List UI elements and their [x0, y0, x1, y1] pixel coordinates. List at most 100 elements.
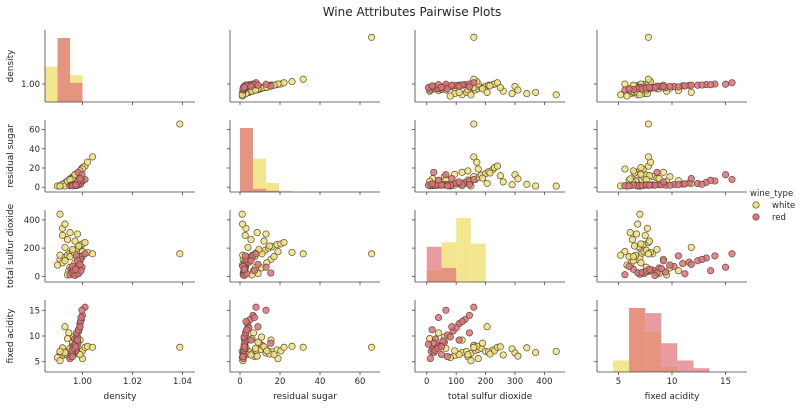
point-white [434, 329, 443, 337]
point-white [659, 168, 667, 176]
point-red [240, 83, 248, 91]
x-tick-label: 60 [355, 377, 366, 387]
point-white [260, 237, 268, 245]
hist-bar-white [279, 190, 292, 192]
x-tick-label: 10 [667, 377, 678, 387]
point-red [659, 82, 667, 90]
point-white [636, 91, 644, 99]
point-white [636, 210, 644, 218]
x-tick-label: 1.04 [173, 377, 192, 387]
point-white [483, 88, 491, 96]
point-white [552, 182, 560, 190]
point-white [176, 250, 184, 258]
point-white [552, 347, 560, 355]
point-white [634, 220, 642, 228]
panel-1-1 [227, 120, 380, 195]
panel-0-1 [227, 30, 380, 105]
point-red [443, 182, 451, 190]
point-red [437, 350, 446, 359]
y-tick-label: 20 [29, 164, 40, 174]
y-tick-label: 0 [35, 272, 40, 282]
x-tick-label: 15 [720, 377, 731, 387]
x-tick-label: 1.00 [73, 377, 92, 387]
x-tick-label: 200 [477, 377, 493, 387]
point-red [674, 181, 682, 189]
point-red [707, 176, 715, 184]
point-red [681, 270, 689, 278]
point-white [474, 355, 482, 363]
y-tick-label: 200 [24, 244, 40, 254]
point-red [728, 175, 736, 184]
point-white [496, 84, 504, 92]
point-red [243, 326, 251, 334]
point-white [56, 357, 64, 365]
panel-2-0: 0 200 400 total sulfur dioxide [6, 203, 195, 288]
point-red [698, 255, 706, 263]
point-white [368, 33, 376, 41]
point-red [428, 82, 436, 90]
hist-bar-red [70, 82, 83, 102]
point-red [448, 323, 456, 331]
point-white [176, 343, 184, 351]
point-white [280, 79, 288, 87]
point-red [434, 313, 443, 322]
point-white [270, 350, 278, 359]
point-white [241, 231, 249, 239]
point-red [437, 83, 446, 91]
point-red [621, 271, 629, 279]
point-white [626, 229, 634, 237]
point-white [63, 335, 72, 343]
point-white [68, 245, 77, 254]
point-red [707, 267, 715, 275]
point-white [247, 236, 255, 244]
x-tick-label: 100 [448, 377, 464, 387]
point-white [628, 236, 636, 244]
panel-3-1: 0 20 40 60 residual sugar [227, 300, 380, 402]
point-white [626, 175, 634, 183]
point-red [653, 168, 661, 176]
point-red [446, 333, 454, 341]
panel-0-2 [412, 30, 565, 105]
point-white [368, 343, 376, 351]
y-tick-label: 400 [24, 216, 40, 226]
point-red [645, 265, 654, 273]
point-red [687, 260, 695, 268]
point-red [73, 336, 82, 344]
hist-bar-white [470, 243, 486, 282]
point-red [254, 260, 262, 268]
point-red [659, 178, 667, 186]
point-red [76, 175, 84, 183]
point-red [448, 81, 456, 89]
hist-bar-red [426, 246, 442, 282]
point-white [253, 352, 261, 360]
point-red [247, 336, 255, 344]
point-red [659, 257, 667, 265]
point-white [621, 165, 629, 173]
point-red [72, 181, 80, 189]
point-white [299, 250, 307, 258]
point-white [81, 238, 89, 247]
point-white [63, 236, 72, 244]
point-white [629, 167, 637, 175]
panel-3-0: 1.00 1.02 1.04 5 10 15 density fixed acidity [6, 300, 195, 402]
point-white [644, 153, 652, 161]
point-red [625, 85, 633, 93]
point-white [523, 344, 531, 352]
point-white [470, 33, 478, 41]
point-white [641, 231, 649, 239]
point-white [274, 248, 282, 256]
point-white [644, 33, 652, 41]
point-red [437, 343, 446, 351]
point-white [56, 210, 64, 218]
x-tick-label: 20 [275, 377, 286, 387]
point-white [687, 88, 695, 96]
point-white [630, 242, 639, 250]
point-red [72, 265, 80, 273]
point-red [666, 261, 674, 269]
point-white [238, 210, 246, 218]
point-white [280, 238, 288, 247]
panel-2-1 [227, 210, 380, 285]
